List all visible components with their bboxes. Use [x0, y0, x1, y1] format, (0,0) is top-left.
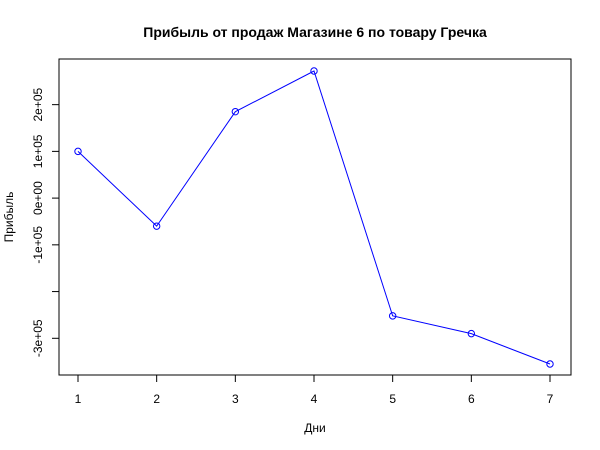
x-tick-label: 2 [153, 392, 160, 406]
data-point [310, 67, 318, 75]
x-tick-label: 3 [232, 392, 239, 406]
y-tick-label: 0e+00 [31, 181, 45, 215]
x-tick-label: 1 [75, 392, 82, 406]
data-point [152, 222, 161, 230]
data-point [231, 107, 240, 116]
series-layer [74, 67, 554, 368]
y-tick-label: 2e+05 [31, 87, 45, 121]
data-point [546, 360, 554, 368]
data-point [467, 329, 476, 338]
x-axis-label: Дни [304, 421, 325, 435]
y-tick-label: -3e+05 [31, 319, 45, 357]
x-tick-label: 6 [468, 392, 475, 406]
chart-title: Прибыль от продаж Магазине 6 по товару Г… [143, 24, 487, 40]
x-tick-label: 5 [389, 392, 396, 406]
plot-area-frame [58, 58, 572, 376]
series-line [77, 70, 551, 365]
data-point [74, 147, 82, 156]
x-axis: 1 2 3 4 5 6 7 [75, 374, 554, 406]
y-tick-label: -1e+05 [31, 226, 45, 264]
y-axis: -3e+05 -1e+05 0e+00 1e+05 2e+05 [31, 87, 60, 357]
x-tick-label: 7 [547, 392, 554, 406]
x-tick-label: 4 [311, 392, 318, 406]
y-axis-label: Прибыль [2, 192, 16, 243]
y-tick-label: 1e+05 [31, 134, 45, 168]
data-point [388, 312, 397, 320]
